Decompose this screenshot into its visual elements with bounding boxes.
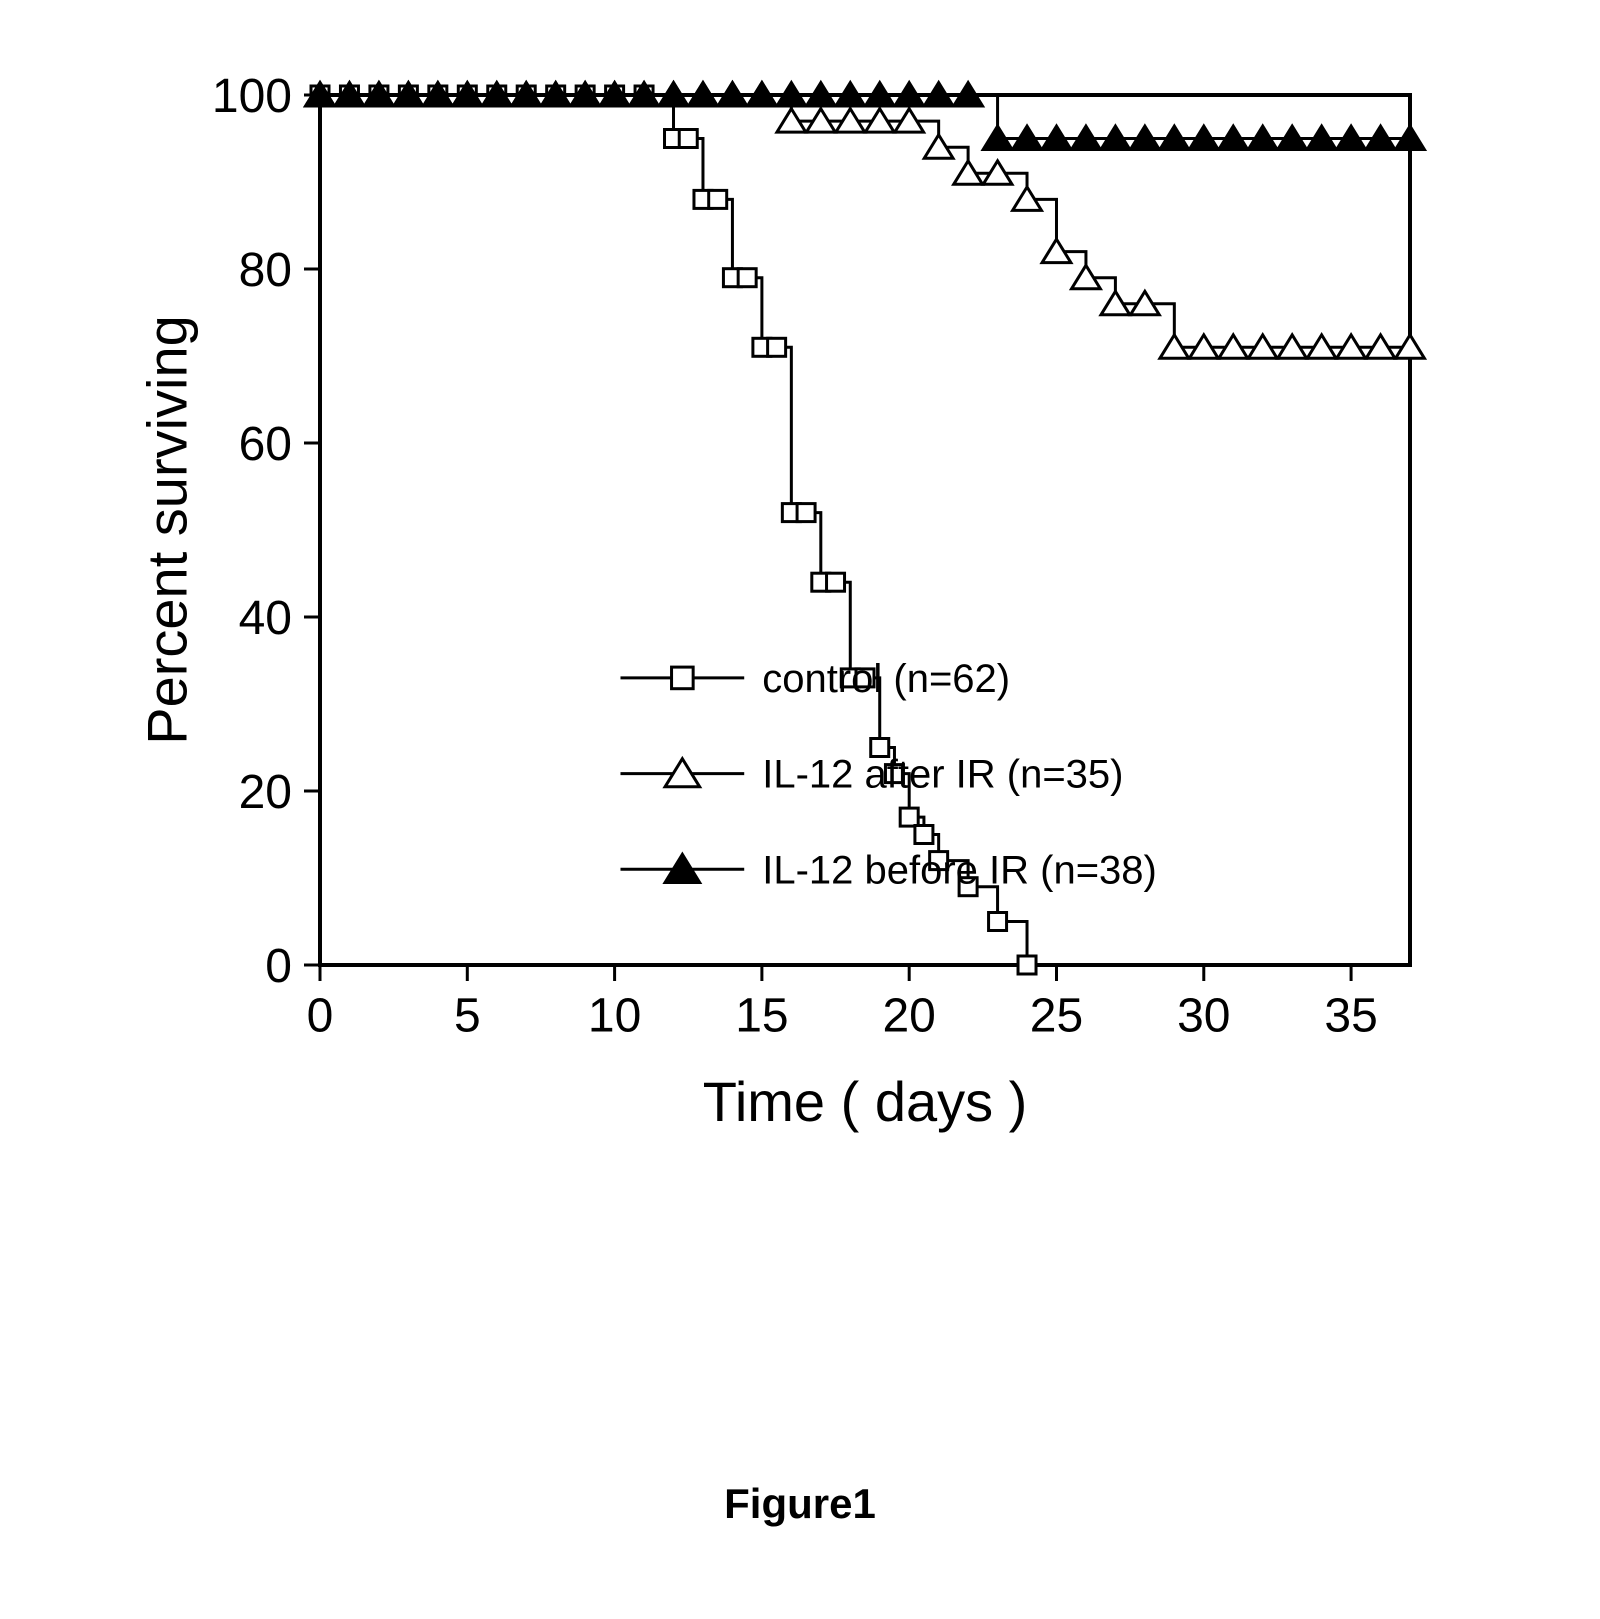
x-tick-label: 30 [1177, 989, 1230, 1042]
x-tick-label: 35 [1324, 989, 1377, 1042]
series-line [320, 95, 1410, 965]
open-square-marker [797, 504, 815, 522]
x-tick-label: 10 [588, 989, 641, 1042]
open-square-marker [709, 190, 727, 208]
page: 0 5 10 15 20 25 30 35 Time ( days ) 0 20 40 60 80 100 P… [0, 0, 1600, 1619]
x-tick-label: 0 [307, 989, 334, 1042]
legend-label: control (n=62) [762, 657, 1010, 701]
y-tick-label: 40 [239, 592, 292, 645]
legend: control (n=62) IL-12 after IR (n=35) IL-12… [620, 657, 1156, 892]
y-tick-label: 0 [265, 940, 292, 993]
open-square-marker [738, 269, 756, 287]
x-tick-label: 20 [882, 989, 935, 1042]
plot-border [320, 95, 1410, 965]
legend-label: IL-12 after IR (n=35) [762, 753, 1123, 797]
y-tick-label: 100 [212, 70, 292, 123]
x-tick-label: 15 [735, 989, 788, 1042]
y-tick-label: 80 [239, 244, 292, 297]
open-square-marker [679, 130, 697, 148]
open-square-marker [1018, 956, 1036, 974]
open-square-marker [827, 573, 845, 591]
open-square-marker [989, 913, 1007, 931]
x-tick-label: 5 [454, 989, 481, 1042]
series-control [311, 86, 1410, 974]
open-square-marker [768, 338, 786, 356]
open-square-marker [900, 808, 918, 826]
open-square-marker [915, 826, 933, 844]
y-tick-label: 20 [239, 766, 292, 819]
open-square-marker [672, 667, 694, 689]
x-axis-label: Time ( days ) [703, 1070, 1028, 1133]
figure-caption: Figure1 [0, 1480, 1600, 1528]
y-tick-label: 60 [239, 418, 292, 471]
series-after [306, 83, 1425, 359]
y-axis-label: Percent surviving [140, 315, 198, 745]
legend-label: IL-12 before IR (n=38) [762, 848, 1157, 892]
survival-chart: 0 5 10 15 20 25 30 35 Time ( days ) 0 20 40 60 80 100 P… [140, 60, 1460, 1240]
x-tick-label: 25 [1030, 989, 1083, 1042]
series-before [306, 83, 1425, 150]
